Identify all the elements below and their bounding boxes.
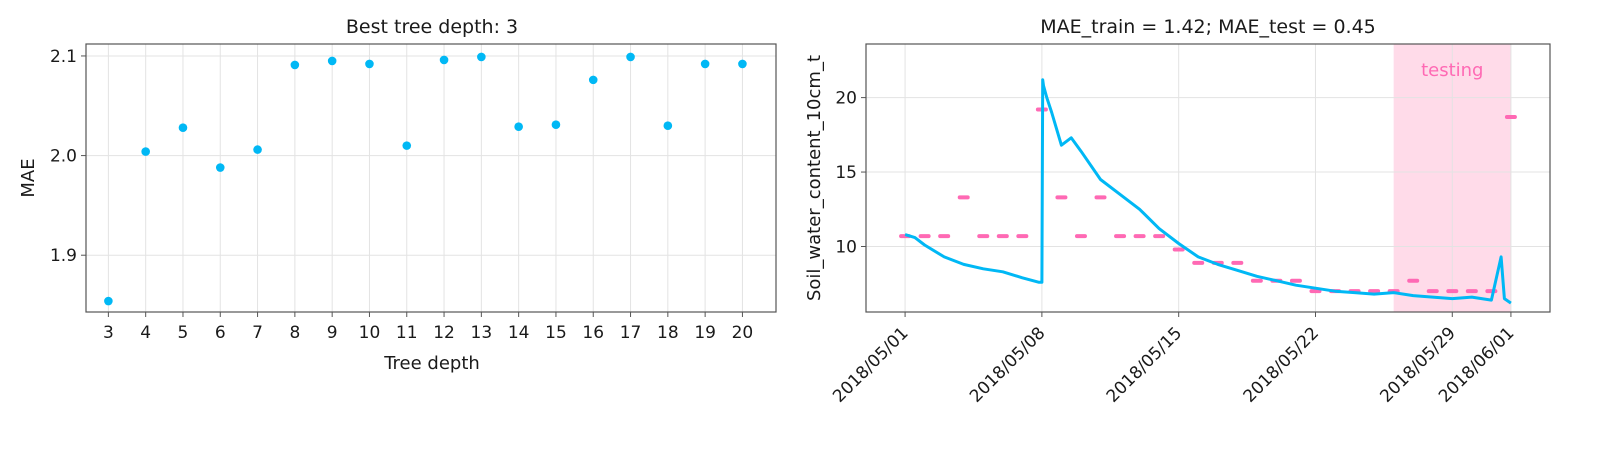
data-point (290, 60, 300, 70)
marker-point (1465, 289, 1478, 294)
x-tick-label: 2018/05/22 (1240, 323, 1323, 406)
x-tick-label: 5 (178, 323, 189, 343)
data-series (899, 78, 1517, 305)
scatter-chart-tree-depth: Best tree depth: 3 Tree depth MAE 3 4 5 6 7 8… (18, 16, 777, 374)
y-tick-label: 2.1 (50, 47, 77, 67)
x-tick-label: 16 (582, 323, 604, 343)
marker-point (957, 195, 970, 200)
marker-point (1504, 114, 1517, 119)
marker-point (1094, 195, 1107, 200)
x-axis-label: Tree depth (383, 353, 480, 374)
y-tick-label: 10 (835, 237, 857, 257)
chart-title: MAE_train = 1.42; MAE_test = 0.45 (1040, 16, 1376, 38)
x-tick-label: 9 (327, 323, 338, 343)
data-point (253, 145, 262, 154)
marker-point (1192, 260, 1205, 265)
y-axis-label: MAE (18, 158, 39, 197)
x-tick-label: 20 (732, 323, 754, 343)
data-point (551, 120, 561, 129)
y-tick-label: 20 (835, 89, 857, 109)
marker-point (1485, 289, 1498, 294)
x-tick-label: 13 (471, 323, 493, 343)
x-tick-label: 14 (508, 323, 530, 343)
marker-point (1172, 247, 1185, 252)
y-tick-label: 15 (835, 163, 857, 183)
tick-labels: 3 4 5 6 7 8 9 10 11 12 13 14 15 16 17 18 19 20 1.9 2.0 2.1 (50, 47, 753, 343)
series-line (904, 78, 1512, 305)
data-point (215, 163, 225, 172)
data-point (178, 123, 188, 132)
x-tick-label: 17 (620, 323, 642, 343)
data-point (514, 122, 523, 131)
marker-point (996, 234, 1009, 239)
x-tick-label: 12 (433, 323, 455, 343)
data-point (588, 75, 598, 85)
x-tick-label: 2018/05/01 (829, 323, 912, 406)
marker-point (938, 234, 951, 239)
data-point (365, 59, 374, 69)
data-point (104, 296, 113, 306)
time-series-chart-soil-water: MAE_train = 1.42; MAE_test = 0.45 Soil_w… (804, 16, 1551, 407)
data-point (402, 141, 412, 150)
x-tick-label: 4 (140, 323, 151, 343)
marker-point (1368, 289, 1381, 294)
marker-point (1250, 278, 1263, 283)
data-point (626, 52, 635, 62)
marker-point (1446, 289, 1459, 294)
x-tick-label: 10 (359, 323, 381, 343)
data-point (141, 147, 150, 156)
data-point (738, 59, 747, 69)
marker-point (1231, 260, 1244, 265)
x-tick-label: 2018/05/15 (1103, 323, 1186, 406)
plot-frame (85, 43, 777, 313)
x-tick-label: 19 (694, 323, 716, 343)
marker-point (1074, 234, 1087, 239)
marker-point (1055, 195, 1068, 200)
data-points (104, 52, 747, 306)
x-tick-label: 18 (657, 323, 679, 343)
x-tick-label: 2018/05/08 (966, 323, 1049, 406)
marker-point (1114, 234, 1127, 239)
plot-frame (865, 43, 1551, 313)
data-point (327, 56, 337, 66)
x-tick-label: 7 (252, 323, 263, 343)
marker-point (1016, 234, 1029, 239)
marker-point (1133, 234, 1146, 239)
x-tick-label: 15 (545, 323, 567, 343)
marker-point (918, 234, 931, 239)
y-tick-label: 1.9 (50, 246, 77, 266)
x-tick-label: 8 (289, 323, 300, 343)
data-point (700, 59, 710, 69)
marker-point (1153, 234, 1166, 239)
marker-point (1289, 278, 1302, 283)
y-tick-label: 2.0 (50, 147, 77, 167)
chart-title: Best tree depth: 3 (346, 16, 518, 38)
x-tick-label: 3 (103, 323, 114, 343)
grid-lines (86, 44, 776, 312)
testing-region-label: testing (1421, 60, 1483, 81)
data-point (439, 55, 449, 65)
x-tick-label: 6 (215, 323, 226, 343)
y-axis-label: Soil_water_content_10cm_t (804, 55, 825, 301)
marker-point (1407, 278, 1420, 283)
x-tick-label: 11 (396, 323, 418, 343)
marker-point (977, 234, 990, 239)
marker-point (1426, 289, 1439, 294)
data-point (477, 52, 486, 62)
data-point (663, 121, 673, 130)
